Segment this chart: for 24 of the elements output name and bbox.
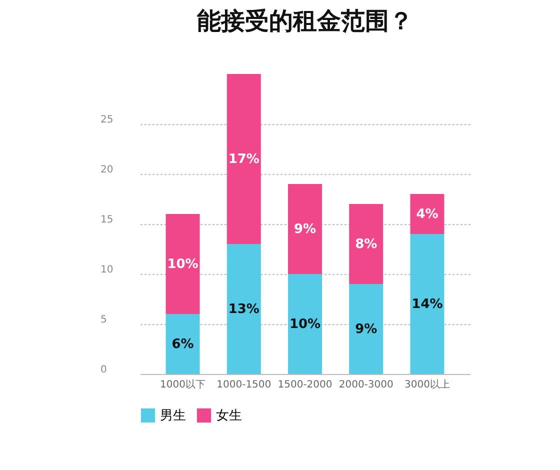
x-tick-label: 1000以下 [160,378,206,390]
chart-title: 能接受的租金范围？ [197,7,413,35]
data-label: 14% [412,297,443,312]
data-label: 4% [416,207,438,222]
x-tick-label: 1000-1500 [216,380,272,390]
data-label: 9% [355,322,378,337]
x-tick-label: 2000-3000 [338,380,394,390]
x-tick-label: 3000以上 [404,378,450,390]
data-label: 6% [172,337,194,352]
legend-label: 女生 [216,408,242,424]
legend-label: 男生 [160,408,186,424]
y-tick-label: 20 [100,164,114,176]
data-label: 8% [355,237,378,252]
y-tick-label: 5 [100,314,107,326]
x-tick-label: 1500-2000 [278,380,332,390]
data-label: 17% [228,152,260,167]
data-label: 10% [167,257,198,272]
data-label: 10% [289,317,321,332]
data-label: 13% [228,302,260,317]
data-label: 9% [294,222,316,237]
y-tick-label: 15 [100,214,114,226]
y-tick-label: 10 [100,264,114,276]
y-tick-label: 0 [100,364,107,376]
y-tick-label: 25 [100,114,114,126]
